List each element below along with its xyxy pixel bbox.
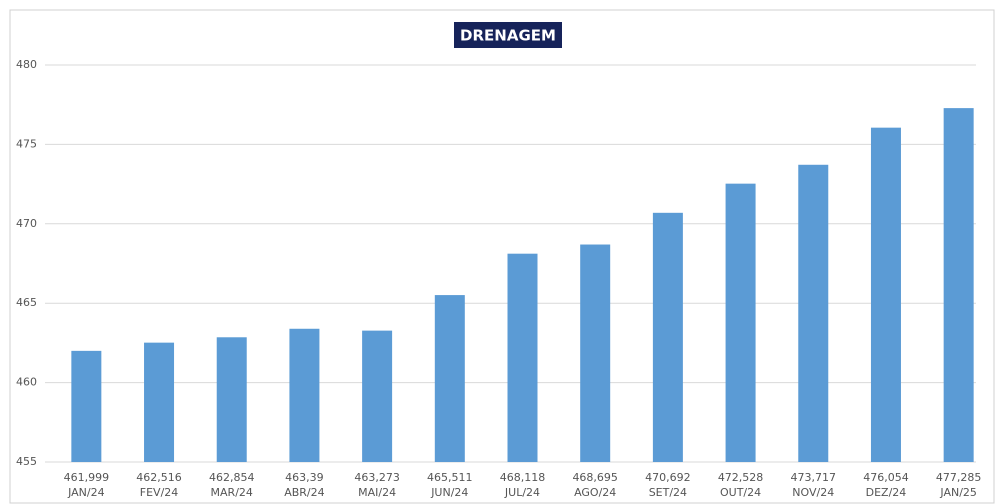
bar — [71, 350, 102, 462]
x-tick-label: JUN/24 — [430, 486, 468, 499]
value-label: 465,511 — [427, 471, 473, 484]
chart-title: DRENAGEM — [460, 27, 556, 45]
x-tick-label: NOV/24 — [792, 486, 834, 499]
y-tick-label: 475 — [16, 137, 37, 150]
bar — [870, 127, 901, 463]
bar — [289, 328, 320, 462]
bar — [725, 183, 756, 462]
bar — [362, 330, 393, 462]
x-tick-label: JAN/25 — [939, 486, 977, 499]
bar — [798, 164, 829, 462]
value-label: 477,285 — [936, 471, 982, 484]
value-label: 473,717 — [791, 471, 837, 484]
bar — [580, 244, 611, 462]
bar — [216, 337, 247, 462]
y-tick-label: 460 — [16, 376, 37, 389]
value-label: 462,854 — [209, 471, 255, 484]
value-label: 470,692 — [645, 471, 691, 484]
y-tick-label: 455 — [16, 455, 37, 468]
value-label: 468,118 — [500, 471, 546, 484]
x-tick-label: MAR/24 — [211, 486, 253, 499]
value-label: 476,054 — [863, 471, 909, 484]
value-label: 472,528 — [718, 471, 764, 484]
chart-border — [9, 9, 995, 504]
bar — [507, 253, 538, 462]
bar — [144, 342, 175, 462]
x-tick-label: JUL/24 — [504, 486, 540, 499]
value-label: 463,39 — [285, 471, 324, 484]
x-tick-label: AGO/24 — [574, 486, 616, 499]
x-tick-label: DEZ/24 — [866, 486, 907, 499]
x-tick-label: OUT/24 — [720, 486, 761, 499]
y-tick-label: 470 — [16, 217, 37, 230]
x-tick-label: ABR/24 — [284, 486, 324, 499]
x-tick-label: JAN/24 — [67, 486, 105, 499]
value-label: 461,999 — [64, 471, 110, 484]
bar — [652, 212, 683, 462]
title-box — [454, 22, 562, 48]
value-label: 463,273 — [354, 471, 400, 484]
x-tick-label: FEV/24 — [140, 486, 179, 499]
y-tick-label: 480 — [16, 58, 37, 71]
value-label: 468,695 — [572, 471, 618, 484]
x-tick-label: MAI/24 — [358, 486, 396, 499]
value-label: 462,516 — [136, 471, 182, 484]
x-tick-label: SET/24 — [649, 486, 687, 499]
y-tick-label: 465 — [16, 296, 37, 309]
bar — [434, 295, 465, 462]
bar — [943, 108, 974, 462]
